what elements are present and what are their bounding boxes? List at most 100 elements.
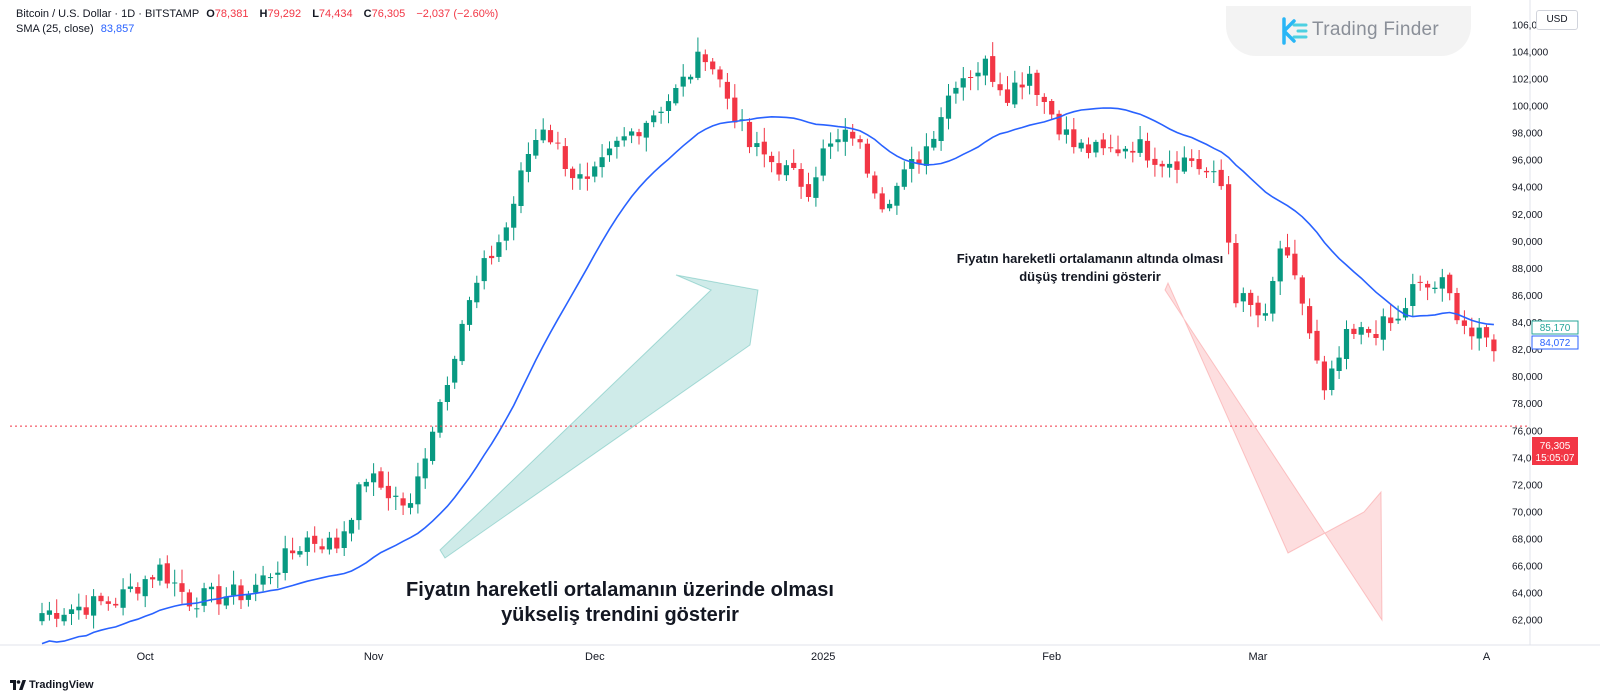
candle-body xyxy=(990,56,996,82)
y-tick-label: 68,000 xyxy=(1512,535,1543,546)
candle-body xyxy=(1329,368,1335,390)
candle-body xyxy=(1307,306,1313,334)
tag-last-price: 76,305 xyxy=(1540,441,1571,452)
candle-body xyxy=(577,174,583,179)
candle-body xyxy=(371,473,377,483)
candle-body xyxy=(452,358,458,383)
candle-body xyxy=(393,495,399,497)
candle-body xyxy=(231,584,237,596)
candle-body xyxy=(879,193,885,210)
candle-body xyxy=(665,101,672,111)
candle-body xyxy=(1321,361,1327,391)
candle-body xyxy=(1277,248,1283,282)
candle-body xyxy=(68,609,75,614)
y-tick-label: 106,000 xyxy=(1512,20,1549,31)
candle-body xyxy=(1152,158,1158,165)
indicator-label[interactable]: SMA (25, close) xyxy=(16,23,94,35)
candle-body xyxy=(916,159,922,164)
candle-body xyxy=(422,458,428,479)
candle-body xyxy=(872,175,878,194)
tag-box-last xyxy=(1532,437,1578,465)
candle-body xyxy=(1056,113,1062,135)
candle-body xyxy=(1351,328,1357,334)
candle-body xyxy=(201,588,207,606)
candle-body xyxy=(555,142,561,144)
price-tags: 85,170 84,072 76,305 15:05:07 xyxy=(1531,320,1579,465)
candle-body xyxy=(717,69,723,80)
y-tick-label: 90,000 xyxy=(1512,237,1543,248)
candle-body xyxy=(525,154,531,172)
candle-body xyxy=(385,485,391,499)
candle-body xyxy=(901,169,907,187)
x-tick-label: Feb xyxy=(1042,651,1061,663)
x-tick-label: A xyxy=(1483,651,1491,663)
candle-body xyxy=(636,132,642,137)
candle-body xyxy=(46,610,52,615)
candle-body xyxy=(1425,283,1431,288)
candle-body xyxy=(1262,313,1268,316)
y-tick-label: 104,000 xyxy=(1512,47,1549,58)
uptrend-annotation: Fiyatın hareketli ortalamanın üzerinde o… xyxy=(390,578,850,628)
candle-body xyxy=(267,577,274,579)
candle-body xyxy=(245,594,251,600)
y-tick-label: 62,000 xyxy=(1512,616,1543,627)
candle-body xyxy=(1483,327,1490,338)
y-tick-label: 98,000 xyxy=(1512,129,1543,140)
candle-body xyxy=(91,596,97,616)
low-value: 74,434 xyxy=(318,8,353,20)
candle-body xyxy=(127,586,133,589)
y-tick-label: 86,000 xyxy=(1512,291,1543,302)
currency-button[interactable]: USD xyxy=(1536,10,1578,30)
candle-body xyxy=(459,323,465,362)
candle-body xyxy=(503,227,509,241)
candle-body xyxy=(407,503,414,508)
candle-body xyxy=(216,586,222,605)
candle-body xyxy=(179,583,185,592)
candle-body xyxy=(172,582,178,584)
candle-body xyxy=(83,607,89,615)
candle-body xyxy=(960,78,966,88)
y-tick-label: 82,000 xyxy=(1512,345,1543,356)
candle-body xyxy=(312,535,318,544)
candle-body xyxy=(540,129,546,141)
candle-body xyxy=(975,72,981,77)
candle-body xyxy=(1343,329,1350,359)
tradingview-brand[interactable]: TradingView xyxy=(29,679,94,691)
candle-body xyxy=(356,484,362,521)
candle-body xyxy=(489,255,495,259)
candle-body xyxy=(931,138,937,148)
candle-body xyxy=(1380,316,1386,340)
candle-body xyxy=(1240,293,1246,302)
candle-body xyxy=(651,115,657,123)
candle-body xyxy=(518,170,524,206)
candle-body xyxy=(1093,141,1099,153)
y-tick-label: 102,000 xyxy=(1512,75,1549,86)
tag-sma: 84,072 xyxy=(1540,338,1571,349)
candle-body xyxy=(1085,144,1092,153)
x-tick-label: Dec xyxy=(585,651,605,663)
candle-body xyxy=(1122,148,1128,152)
y-tick-label: 80,000 xyxy=(1512,372,1543,383)
candle-body xyxy=(761,141,767,155)
candle-body xyxy=(1159,163,1165,167)
candle-body xyxy=(798,169,804,187)
candle-body xyxy=(1402,308,1409,318)
symbol-title[interactable]: Bitcoin / U.S. Dollar · 1D · BITSTAMP xyxy=(16,8,200,20)
y-tick-label: 64,000 xyxy=(1512,589,1543,600)
open-value: 78,381 xyxy=(214,8,249,20)
candle-body xyxy=(643,122,649,138)
candle-body xyxy=(1469,327,1475,337)
candle-body xyxy=(61,614,67,622)
candle-body xyxy=(297,551,303,555)
candle-body xyxy=(150,577,156,580)
candle-body xyxy=(260,575,266,585)
candle-body xyxy=(606,148,613,156)
candle-body xyxy=(938,117,944,141)
candle-body xyxy=(1447,274,1453,294)
candle-body xyxy=(282,548,288,573)
candle-body xyxy=(702,54,708,63)
candle-body xyxy=(1226,184,1232,243)
candle-body xyxy=(1233,243,1239,304)
y-tick-label: 74,000 xyxy=(1512,453,1543,464)
